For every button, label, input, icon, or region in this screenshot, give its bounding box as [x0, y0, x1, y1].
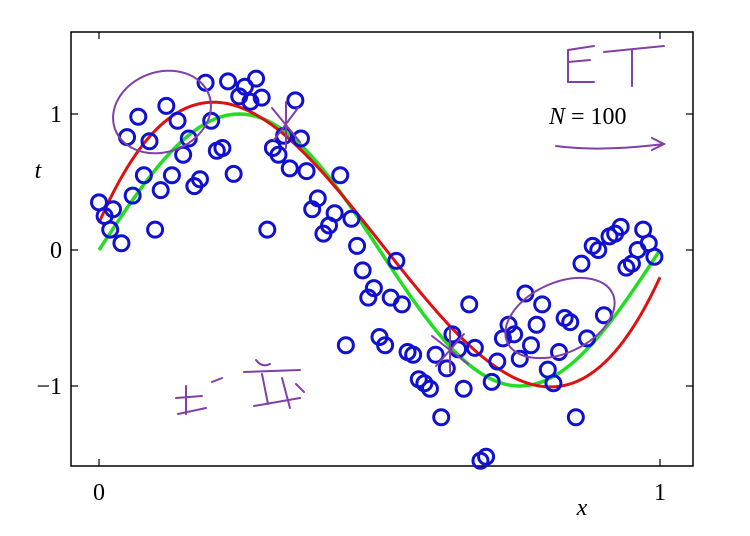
data-point-42: [325, 204, 344, 223]
data-point-8: [134, 166, 153, 185]
data-point-46: [348, 236, 367, 255]
data-point-47: [353, 261, 372, 280]
data-point-7: [129, 107, 148, 126]
data-point-53: [387, 251, 406, 270]
x-tick-label-1: 1: [654, 480, 666, 506]
data-point-10: [146, 220, 165, 239]
data-point-75: [510, 349, 529, 368]
data-point-24: [224, 164, 243, 183]
data-point-4: [112, 234, 131, 253]
data-point-73: [499, 315, 518, 334]
data-point-70: [482, 372, 501, 391]
data-point-62: [437, 359, 456, 378]
data-point-77: [521, 336, 540, 355]
data-point-28: [247, 69, 266, 88]
x-axis-label: x: [576, 495, 588, 521]
data-point-29: [252, 88, 271, 107]
ink-underline: [555, 137, 667, 151]
data-point-19: [196, 73, 215, 92]
data-points: [90, 69, 664, 470]
ink-circle-right: [504, 276, 616, 360]
ink-mark-lower: [431, 327, 469, 373]
data-point-2: [101, 220, 120, 239]
data-point-56: [404, 345, 423, 364]
handwritten-ink: [112, 45, 667, 415]
data-point-66: [460, 295, 479, 314]
data-point-22: [213, 139, 232, 157]
x-tick-label-0: 0: [93, 480, 105, 506]
y-tick-label-2: −1: [36, 374, 62, 400]
data-point-34: [280, 159, 299, 178]
data-point-6: [123, 186, 142, 205]
y-tick-label-0: 1: [50, 102, 62, 128]
data-point-45: [342, 209, 361, 228]
ink-scribble-top-right: [567, 45, 665, 87]
data-point-5: [118, 128, 137, 147]
data-point-81: [544, 374, 563, 393]
data-point-69: [477, 447, 496, 466]
data-point-43: [331, 166, 350, 185]
data-point-9: [140, 132, 159, 151]
data-point-58: [415, 374, 434, 393]
data-point-30: [258, 220, 277, 239]
data-point-99: [645, 247, 664, 266]
data-point-84: [561, 313, 580, 332]
data-point-85: [566, 408, 585, 427]
fit-curve-group: [97, 100, 662, 389]
data-point-82: [550, 343, 569, 361]
data-point-18: [190, 170, 209, 189]
data-point-65: [454, 379, 473, 398]
plot-area-frame: [70, 31, 694, 467]
data-point-27: [241, 92, 260, 111]
y-ticks: 1 0 −1: [36, 102, 693, 400]
sample-size-annotation: N = 100: [548, 104, 627, 130]
ink-mark-upper: [271, 101, 301, 149]
data-point-39: [308, 189, 327, 208]
data-point-23: [219, 72, 238, 91]
data-point-3: [104, 200, 123, 219]
fitted-curve: [97, 100, 662, 389]
data-point-71: [488, 352, 507, 371]
data-point-49: [364, 279, 383, 298]
data-point-36: [291, 129, 310, 148]
y-tick-label-1: 0: [50, 238, 62, 264]
data-point-14: [168, 111, 187, 130]
data-point-61: [432, 408, 451, 427]
data-point-89: [589, 241, 608, 259]
data-point-86: [572, 254, 591, 273]
data-point-78: [527, 315, 546, 334]
data-point-93: [611, 217, 630, 236]
data-point-12: [157, 96, 176, 115]
data-point-63: [443, 325, 462, 344]
data-point-54: [392, 295, 411, 314]
annotation-n: N: [548, 104, 567, 130]
ink-scribble-bottom-left: [175, 359, 305, 415]
data-point-11: [151, 181, 170, 200]
data-point-59: [420, 379, 439, 398]
ink-circle-left: [112, 69, 212, 155]
data-point-74: [505, 325, 524, 344]
data-point-79: [533, 295, 552, 314]
data-point-51: [376, 336, 395, 355]
data-point-13: [162, 166, 181, 185]
annotation-equals-100: = 100: [565, 104, 627, 130]
data-point-35: [286, 91, 305, 110]
data-point-37: [297, 162, 316, 181]
y-axis-label: t: [35, 158, 43, 184]
data-point-44: [336, 336, 355, 355]
data-point-48: [359, 288, 378, 307]
data-point-60: [426, 345, 445, 364]
data-point-67: [465, 338, 484, 357]
data-point-32: [269, 145, 288, 164]
